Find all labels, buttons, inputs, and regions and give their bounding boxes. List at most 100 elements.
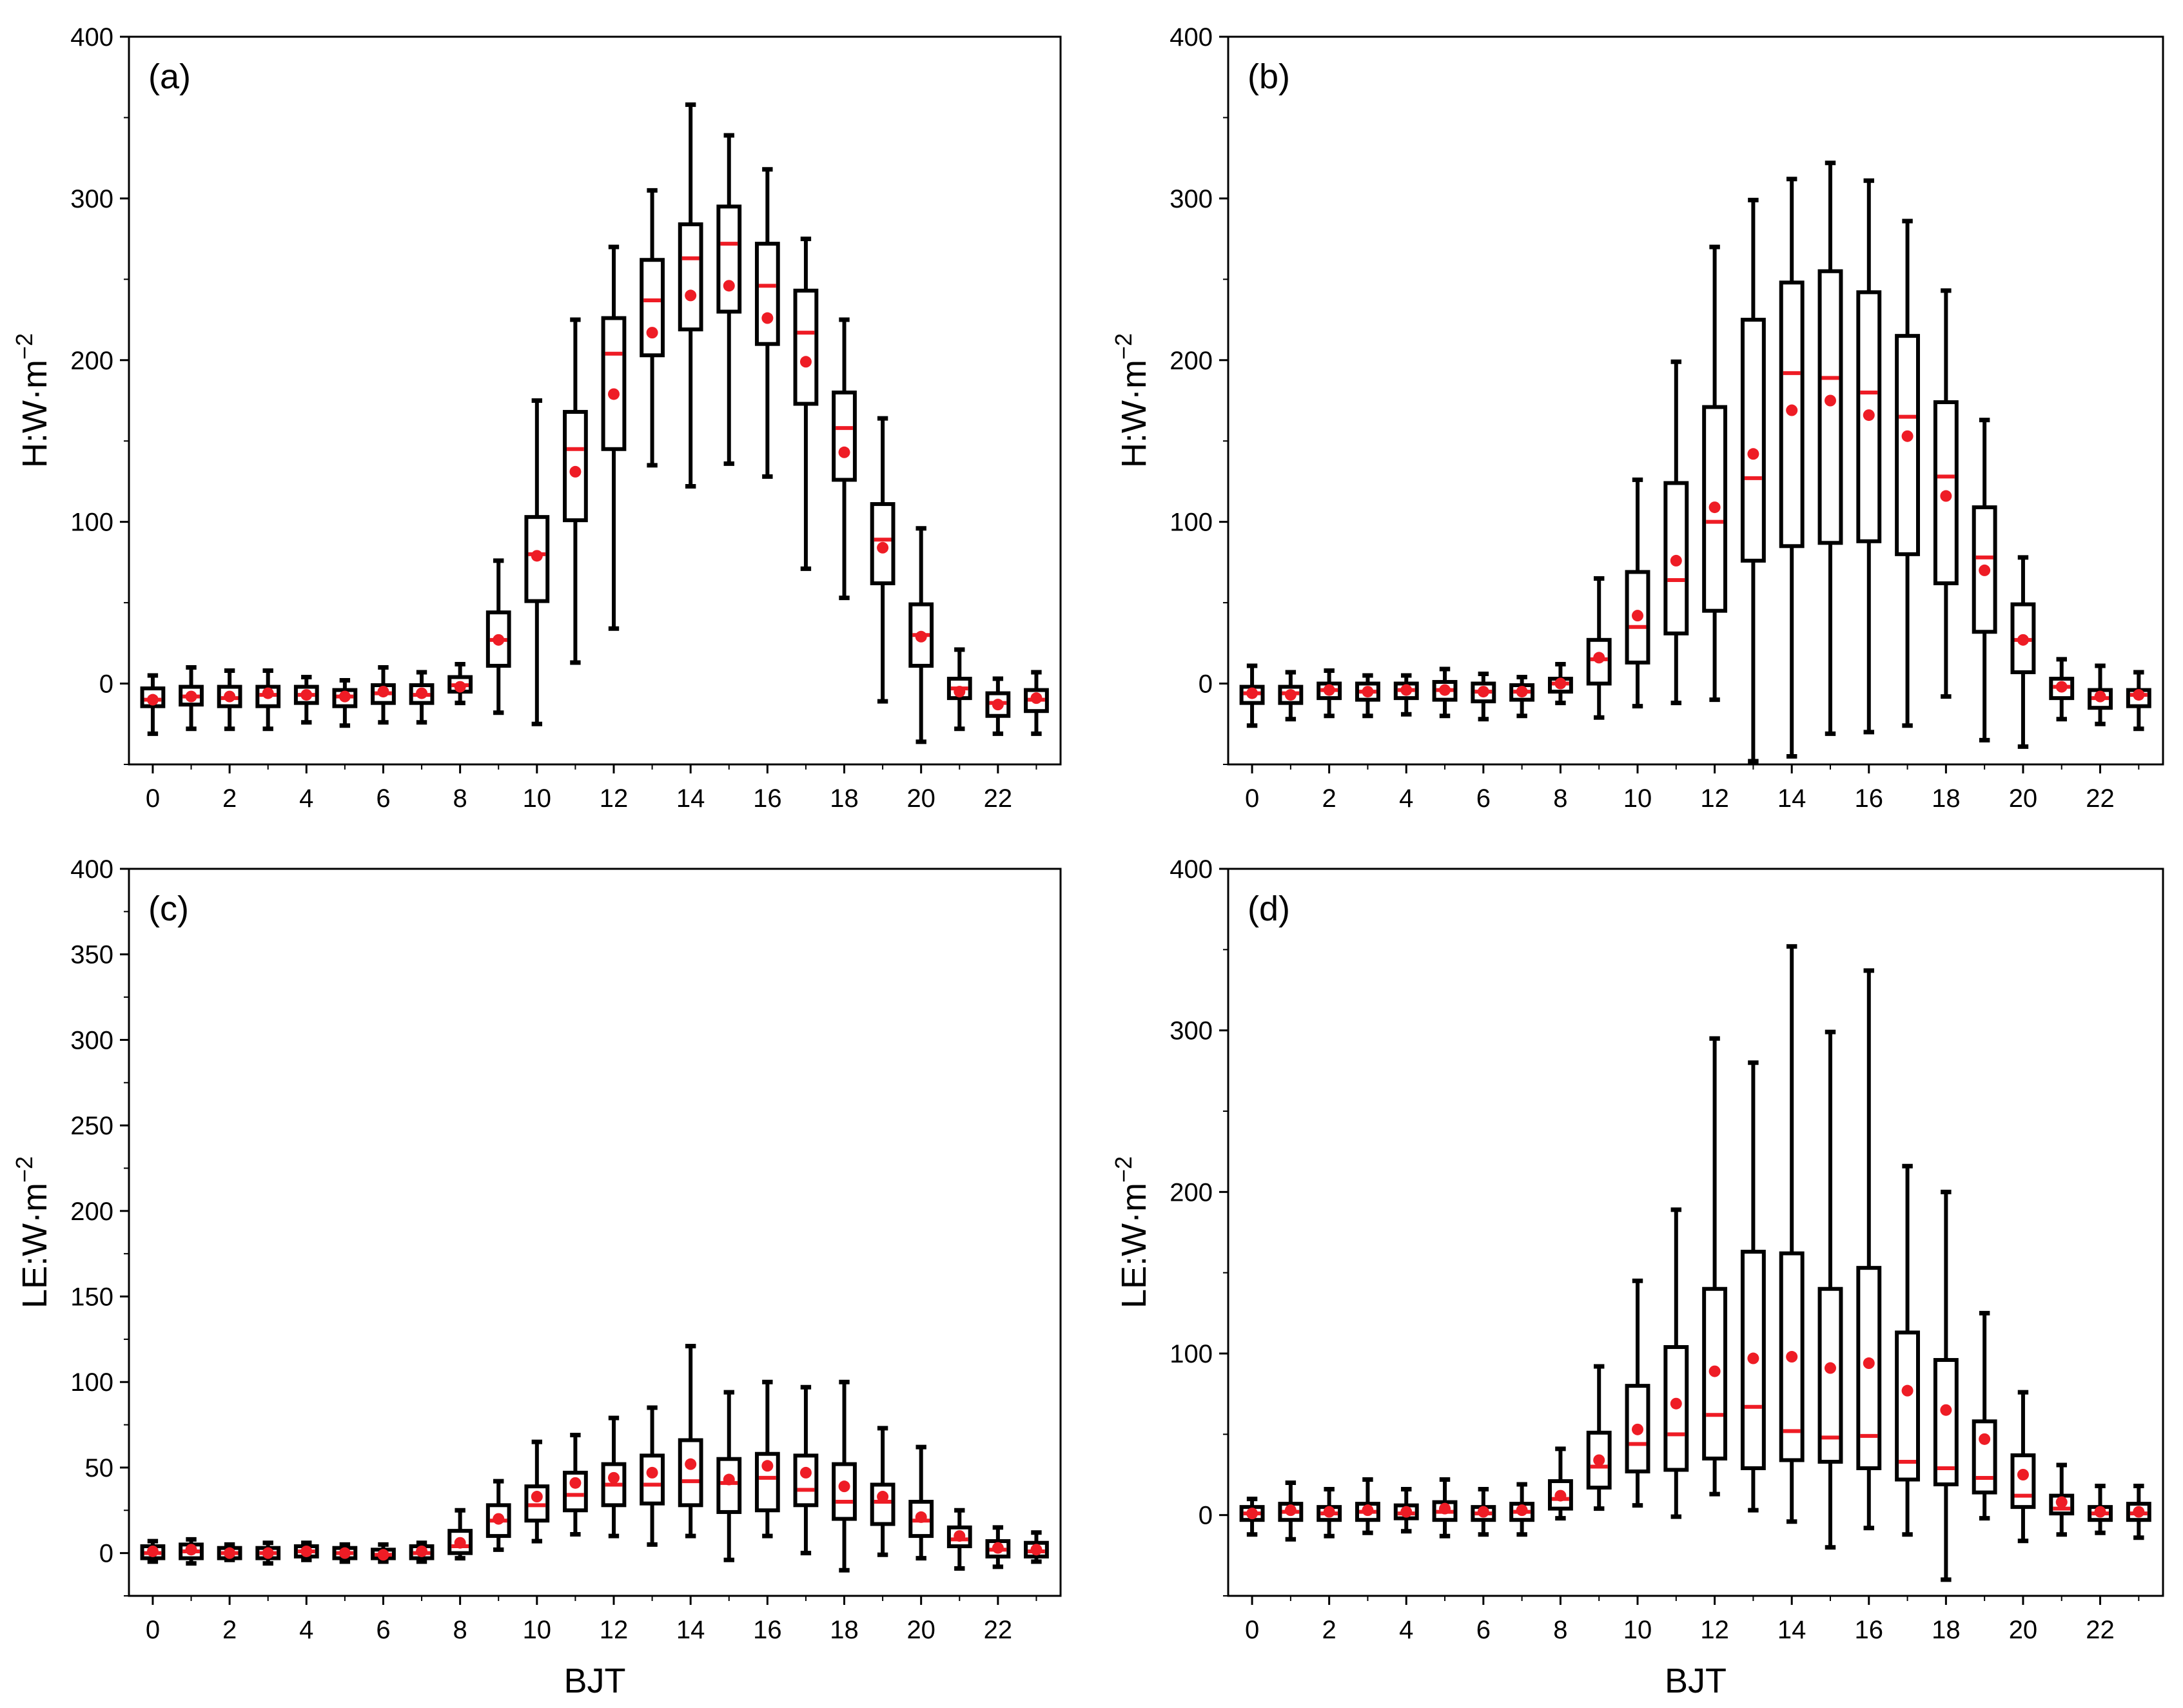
box-hour-18 <box>1933 288 1959 699</box>
iqr-box <box>1817 1286 1843 1464</box>
mean-marker <box>1824 1362 1836 1374</box>
plot-frame <box>128 35 1062 766</box>
y-tick-label: 300 <box>1170 185 1213 213</box>
x-tick-label: 10 <box>523 784 552 813</box>
iqr-box <box>601 316 627 451</box>
mean-marker <box>799 1466 812 1479</box>
panel-b: 0 100 200 300 400 0 2 4 6 8 10 12 14 16 18 20 22 (b) H:W·m… <box>1110 23 2164 813</box>
mean-marker <box>915 630 927 643</box>
box-hour-22 <box>2088 1484 2113 1535</box>
mean-marker <box>723 1473 735 1486</box>
box-hour-3 <box>1355 1477 1380 1535</box>
x-tick-label: 14 <box>1777 784 1806 813</box>
box-hour-9 <box>1586 576 1612 720</box>
y-axis-title-base: LE:W·m <box>15 1183 54 1308</box>
x-tick-label: 10 <box>1623 1616 1652 1644</box>
y-tick-label: 100 <box>1170 1340 1213 1368</box>
box-hour-8 <box>447 661 473 706</box>
mean-marker <box>2017 1469 2029 1480</box>
mean-marker <box>1323 684 1335 696</box>
box-hour-0 <box>1239 663 1265 728</box>
mean-marker <box>338 690 351 703</box>
mean-marker <box>607 388 620 400</box>
iqr-box <box>1972 1419 1997 1495</box>
x-tick-label: 20 <box>906 784 935 813</box>
y-tick-label: 150 <box>70 1283 113 1312</box>
box-hour-2 <box>1317 668 1342 719</box>
box-hour-22 <box>985 676 1011 736</box>
box-hour-18 <box>1933 1189 1959 1582</box>
y-tick-label: 200 <box>70 1198 113 1226</box>
box-hour-3 <box>255 668 281 732</box>
box-hour-21 <box>2049 1462 2075 1537</box>
panel-a: 0 100 200 300 400 0 2 4 6 8 10 12 14 16 18 20 22 (a) H:W·m… <box>11 23 1062 813</box>
y-tick-label: 100 <box>70 1368 113 1397</box>
mean-marker <box>1400 684 1413 696</box>
box-hour-5 <box>332 678 358 728</box>
mean-marker <box>493 634 505 646</box>
panel-label: (a) <box>148 57 191 96</box>
x-tick-label: 16 <box>753 1616 782 1644</box>
mean-marker <box>569 1477 582 1489</box>
box-hour-8 <box>1547 661 1573 706</box>
mean-marker <box>1362 686 1374 698</box>
mean-marker <box>1747 448 1759 460</box>
mean-marker <box>799 356 812 368</box>
x-tick-label: 4 <box>299 1616 313 1644</box>
mean-marker <box>1786 404 1798 416</box>
iqr-box <box>1933 1358 1959 1487</box>
box-hour-19 <box>870 416 896 704</box>
iqr-box <box>754 242 780 346</box>
y-tick-label: 400 <box>70 855 113 884</box>
box-hour-2 <box>217 668 242 732</box>
iqr-box <box>2010 1453 2036 1509</box>
x-tick-label: 22 <box>2086 784 2115 813</box>
box-hour-13 <box>640 1405 665 1547</box>
y-axis-title-exponent: −2 <box>1110 333 1137 360</box>
box-hour-18 <box>832 317 857 601</box>
plot-frame <box>1227 868 2164 1597</box>
mean-marker <box>1362 1504 1374 1517</box>
mean-marker <box>185 690 197 703</box>
y-axis-title-exponent: −2 <box>1110 1156 1137 1183</box>
x-tick-label: 6 <box>376 784 390 813</box>
mean-marker <box>531 550 543 562</box>
mean-marker <box>1863 409 1875 422</box>
x-tick-label: 22 <box>984 784 1013 813</box>
box-hour-12 <box>1702 244 1728 703</box>
box-hour-9 <box>485 1479 511 1552</box>
mean-marker <box>992 699 1004 711</box>
mean-marker <box>1979 1433 1991 1445</box>
y-tick-label: 0 <box>1199 1502 1213 1530</box>
box-hour-11 <box>563 317 588 665</box>
box-hour-20 <box>908 1444 934 1561</box>
box-hour-0 <box>1239 1497 1265 1537</box>
mean-marker <box>1030 1544 1043 1556</box>
y-tick-label: 200 <box>1170 1178 1213 1207</box>
y-tick-label: 300 <box>1170 1017 1213 1045</box>
mean-marker <box>1901 1384 1914 1397</box>
x-tick-label: 12 <box>600 784 629 813</box>
panel-label: (b) <box>1248 57 1290 96</box>
box-hour-20 <box>908 526 934 744</box>
iqr-box <box>1740 318 1766 563</box>
box-hour-21 <box>946 1508 972 1571</box>
box-hour-22 <box>2088 663 2113 726</box>
mean-marker <box>954 686 966 698</box>
mean-marker <box>531 1491 543 1503</box>
box-hour-14 <box>678 1343 703 1538</box>
iqr-box <box>1625 570 1650 665</box>
mean-marker <box>1940 1404 1952 1416</box>
y-tick-label: 50 <box>85 1454 114 1482</box>
mean-marker <box>761 1460 774 1472</box>
iqr-box <box>870 1482 896 1526</box>
mean-marker <box>646 327 658 339</box>
x-tick-label: 6 <box>376 1616 390 1644</box>
mean-marker <box>1593 1454 1605 1466</box>
mean-marker <box>1246 1508 1258 1520</box>
iqr-box <box>447 1529 473 1555</box>
box-hour-4 <box>1393 673 1419 717</box>
iqr-box <box>1895 334 1921 556</box>
x-tick-label: 14 <box>676 784 705 813</box>
